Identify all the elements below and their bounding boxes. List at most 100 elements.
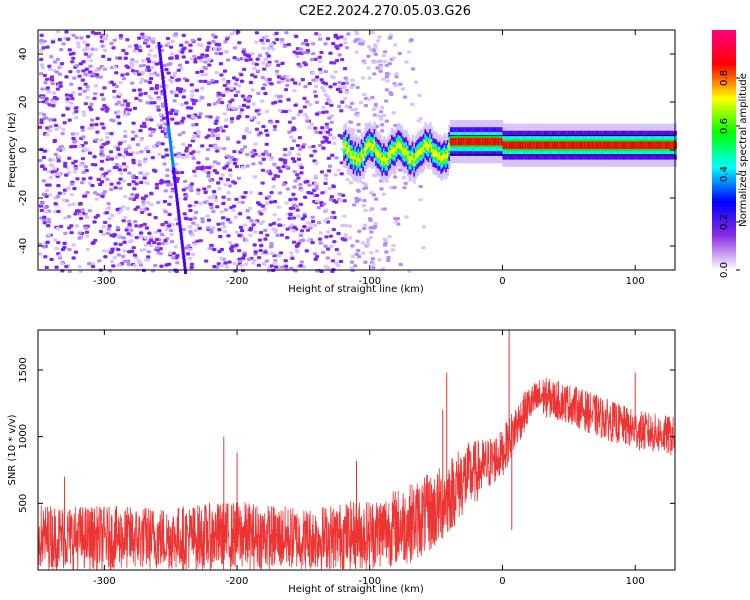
spectrogram-cell [41, 179, 46, 183]
spectrogram-cell [76, 69, 81, 74]
spectrogram-cell [99, 149, 104, 153]
spectrogram-cell [403, 95, 408, 99]
spectrogram-band-cell [625, 141, 628, 150]
spectrogram-band-cell [612, 141, 615, 150]
spectrogram-cell [271, 101, 276, 105]
spectrogram-cell [87, 105, 93, 110]
spectrogram-band-cell [365, 143, 368, 152]
spectrogram-cell [84, 215, 89, 220]
spectrogram-cell [101, 65, 106, 70]
spectrogram-cell [277, 223, 283, 228]
spectrogram-cell [292, 89, 297, 93]
spectrogram-cell [289, 135, 294, 139]
spectrogram-cell [228, 173, 233, 177]
spectrogram-cell [194, 88, 199, 93]
spectrogram-cell [342, 199, 347, 203]
spectrogram-cell [337, 81, 342, 85]
spectrogram-cell [102, 35, 107, 39]
spectrogram-cell [187, 256, 193, 261]
spectrogram-band-cell [383, 153, 386, 162]
spectrogram-cell [338, 43, 343, 47]
spectrogram-cell [329, 244, 334, 248]
spectrogram-cell [242, 67, 247, 71]
spectrogram-band-cell [483, 137, 486, 146]
spectrogram-cell [343, 96, 348, 101]
spectrogram-band-cell [542, 141, 545, 150]
spectrogram-band-cell [590, 141, 593, 150]
x-tick-label: -100 [358, 576, 381, 587]
spectrogram-cell [297, 136, 302, 140]
spectrogram-cell [350, 107, 355, 112]
spectrogram-cell [162, 87, 166, 92]
spectrogram-cell [114, 71, 119, 75]
spectrogram-cell [269, 264, 274, 268]
spectrogram-cell [241, 195, 246, 199]
spectrogram-band-cell [674, 141, 677, 150]
y-tick-label: 40 [18, 48, 29, 61]
spectrogram-cell [318, 67, 323, 71]
spectrogram-cell [139, 150, 144, 154]
spectrogram-cell [95, 116, 100, 121]
spectrogram-cell [83, 141, 88, 145]
figure-title: C2E2.2024.270.05.03.G26 [299, 4, 471, 19]
spectrogram-cell [39, 57, 44, 62]
spectrogram-cell [168, 195, 173, 199]
spectrogram-cell [285, 165, 290, 169]
spectrogram-cell [309, 58, 315, 62]
spectrogram-cell [176, 209, 180, 214]
spectrogram-cell [90, 183, 95, 188]
spectrogram-cell [72, 76, 77, 80]
spectrogram-cell [268, 245, 274, 249]
spectrogram-cell [280, 79, 285, 84]
spectrogram-band-cell [553, 141, 556, 150]
spectrogram-cell [305, 100, 310, 104]
spectrogram-cell [198, 112, 203, 116]
spectrogram-cell [104, 141, 109, 146]
spectrogram-cell [268, 172, 273, 176]
spectrogram-cell [378, 110, 384, 114]
spectrogram-cell [407, 50, 412, 54]
spectrogram-cell [228, 100, 233, 104]
spectrogram-cell [175, 254, 180, 258]
spectrogram-cell [55, 195, 60, 199]
spectrogram-cell [348, 181, 354, 185]
spectrogram-cell [241, 136, 247, 140]
spectrogram-cell [214, 70, 219, 75]
spectrogram-band-cell [419, 147, 423, 155]
spectrogram-cell [344, 81, 350, 85]
spectrogram-band-cell [351, 151, 354, 159]
spectrogram-band-cell [637, 141, 641, 150]
spectrogram-cell [252, 66, 257, 71]
spectrogram-cell [108, 150, 114, 154]
spectrogram-cell [181, 155, 186, 159]
spectrogram-cell [169, 148, 173, 153]
spectrogram-band-cell [435, 150, 438, 158]
spectrogram-cell [93, 48, 98, 52]
spectrogram-cell [45, 126, 50, 130]
spectrogram-cell [263, 91, 268, 96]
spectrogram-cell [200, 96, 205, 100]
spectrogram-cell [70, 97, 75, 101]
spectrogram-cell [219, 101, 225, 105]
spectrogram-cell [334, 156, 339, 160]
spectrogram-cell [363, 104, 369, 108]
spectrogram-cell [138, 129, 143, 133]
spectrogram-cell [185, 154, 190, 158]
spectrogram-cell [300, 145, 306, 149]
spectrogram-cell [331, 75, 336, 80]
spectrogram-cell [44, 265, 49, 270]
spectrogram-band-cell [618, 141, 622, 150]
spectrogram-cell [257, 53, 263, 58]
spectrogram-cell [48, 193, 53, 197]
spectrogram-cell [264, 129, 269, 133]
spectrogram-cell [295, 143, 301, 148]
spectrogram-cell [310, 71, 315, 75]
spectrogram-cell [373, 102, 378, 107]
spectrogram-cell [101, 97, 106, 101]
spectrogram-cell [222, 166, 227, 170]
spectrogram-band-cell [387, 152, 391, 161]
spectrogram-cell [337, 53, 342, 57]
spectrogram-band-cell [570, 141, 574, 150]
spectrogram-cell [166, 180, 171, 184]
spectrogram-band-cell [605, 141, 609, 150]
